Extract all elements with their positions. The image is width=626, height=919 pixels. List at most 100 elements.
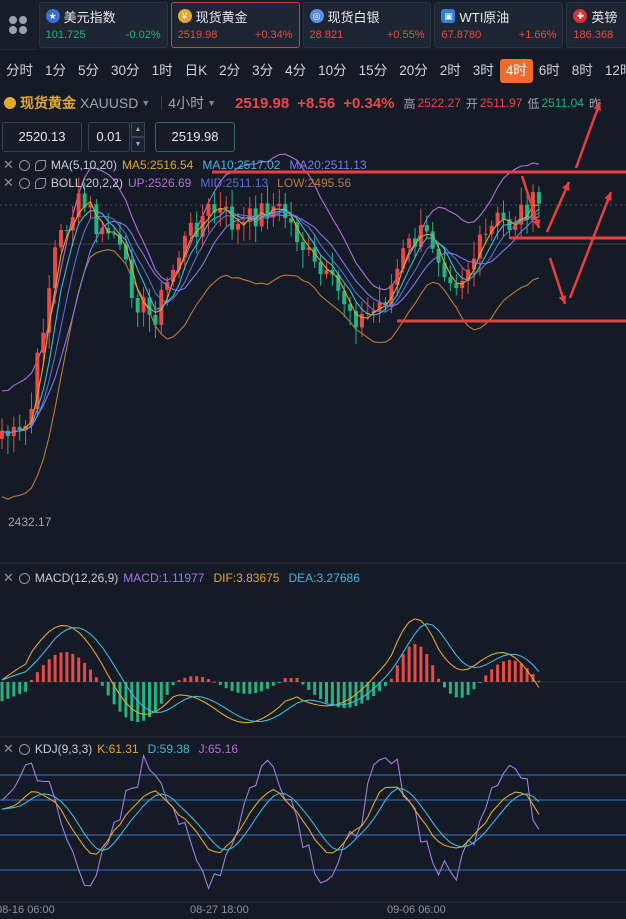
macd-histogram-bar (283, 678, 287, 682)
ticker-dollar-index[interactable]: ★ 美元指数 101.725 -0.02% (38, 2, 168, 48)
ticker-name: WTI原油 (459, 9, 510, 25)
candle-body (454, 283, 459, 289)
period-tab[interactable]: 4分 (285, 63, 307, 78)
candle-body (442, 262, 447, 278)
period-tab[interactable]: 30分 (111, 63, 140, 78)
macd-histogram-bar (212, 681, 216, 683)
close-icon[interactable]: ✕ (3, 175, 14, 190)
period-tab[interactable]: 3时 (472, 63, 494, 78)
macd-histogram-bar (177, 680, 181, 682)
macd-histogram-bar (407, 646, 411, 682)
symbol-name[interactable]: 现货黄金 (20, 95, 76, 111)
dea-line (1, 623, 540, 723)
close-icon[interactable]: ✕ (3, 741, 14, 756)
macd-histogram-bar (106, 682, 110, 696)
macd-histogram-bar (454, 682, 458, 698)
ticker-gbp[interactable]: ✚ 英镑 186.368 (566, 2, 626, 48)
macd-histogram-bar (0, 682, 4, 702)
ma20-value: MA20:2511.13 (289, 158, 367, 172)
period-tab[interactable]: 2分 (219, 63, 241, 78)
macd-histogram-bar (466, 682, 470, 695)
symbol-code[interactable]: XAUUSD (80, 95, 139, 111)
candle-body (94, 204, 99, 234)
dif-value: DIF:3.83675 (213, 571, 280, 585)
chevron-down-icon[interactable]: ▼ (207, 98, 216, 108)
app-menu-button[interactable] (0, 0, 36, 50)
candle-body (389, 284, 394, 306)
macd-histogram-bar (171, 682, 175, 686)
settings-icon[interactable] (18, 159, 30, 171)
period-tab[interactable]: 6时 (538, 63, 560, 78)
min-price-label: 2432.17 (8, 515, 52, 529)
ticker-spot-silver[interactable]: ◎ 现货白银 28.821 +0.55% (302, 2, 432, 48)
low-label: 低 (527, 96, 540, 111)
decrement-icon[interactable]: ▼ (131, 137, 145, 152)
close-icon[interactable]: ✕ (3, 157, 14, 172)
candle-body (300, 242, 305, 250)
sell-price-box[interactable]: 2520.13 (2, 122, 82, 152)
macd-histogram-bar (201, 677, 205, 682)
ticker-spot-gold[interactable]: ¥ 现货黄金 2519.98 +0.34% (170, 2, 300, 48)
period-tab[interactable]: 1时 (151, 63, 173, 78)
candle-body (424, 225, 429, 232)
macd-histogram-bar (183, 677, 187, 682)
macd-histogram-bar (448, 682, 452, 694)
macd-histogram-bar (437, 678, 441, 682)
candle-body (354, 310, 358, 328)
candle-body (236, 223, 240, 230)
macd-histogram-bar (218, 682, 222, 685)
settings-icon[interactable] (18, 743, 30, 755)
candle-body (295, 222, 299, 243)
boll-upper-line (1, 153, 540, 392)
period-tab[interactable]: 分时 (6, 63, 33, 78)
candle-body (123, 244, 128, 260)
settings-icon[interactable] (18, 572, 30, 584)
chevron-down-icon[interactable]: ▼ (141, 98, 151, 108)
eye-icon[interactable] (34, 159, 46, 171)
macd-histogram-bar (148, 682, 151, 718)
period-tab[interactable]: 1分 (45, 63, 67, 78)
boll-up-value: UP:2526.69 (127, 176, 192, 190)
macd-histogram-bar (513, 660, 517, 682)
period-tab[interactable]: 10分 (318, 63, 347, 78)
eye-icon[interactable] (34, 177, 46, 189)
candle-body (306, 247, 311, 251)
period-tab[interactable]: 20分 (399, 63, 428, 78)
candle-body (118, 234, 122, 245)
macd-histogram-bar (336, 682, 340, 708)
macd-histogram-bar (165, 682, 169, 695)
arrow-up (545, 181, 571, 233)
boll-legend: ✕ BOLL(20,2,2) UP:2526.69 MID:2511.13 LO… (0, 174, 360, 192)
period-tab[interactable]: 3分 (252, 63, 274, 78)
increment-icon[interactable]: ▲ (131, 122, 145, 137)
candle-body (112, 233, 117, 235)
period-tab[interactable]: 8时 (571, 63, 593, 78)
ticker-price: 186.368 (573, 29, 614, 41)
period-tab[interactable]: 15分 (358, 63, 388, 78)
macd-histogram-bar (460, 682, 464, 698)
ticker-wti-crude[interactable]: ▣ WTI原油 67.8780 +1.66% (434, 2, 564, 48)
ma5-line (1, 200, 539, 435)
candle-body (536, 192, 541, 204)
macd-histogram-bar (295, 678, 299, 682)
macd-histogram-bar (47, 659, 51, 682)
buy-price-box[interactable]: 2519.98 (155, 122, 235, 152)
period-tab[interactable]: 日K (184, 63, 208, 78)
macd-histogram-bar (360, 682, 364, 704)
ma-legend: ✕ MA(5,10,20) MA5:2516.54 MA10:2517.02 M… (0, 156, 376, 174)
ma20-line (1, 214, 540, 435)
close-icon[interactable]: ✕ (3, 570, 14, 585)
period-tab[interactable]: 5分 (78, 63, 100, 78)
macd-histogram-bar (325, 682, 328, 703)
lot-stepper[interactable]: ▲ ▼ (131, 122, 145, 152)
macd-histogram-bar (59, 652, 63, 682)
macd-histogram-bar (384, 682, 387, 687)
period-tab[interactable]: 4时 (499, 59, 533, 83)
period-tab[interactable]: 12时 (604, 63, 626, 78)
settings-icon[interactable] (18, 177, 30, 189)
lot-size-input[interactable]: 0.01 (88, 122, 130, 152)
macd-histogram-bar (348, 682, 352, 708)
interval-selector[interactable]: 4小时 (168, 95, 205, 111)
period-tab[interactable]: 2时 (439, 63, 461, 78)
